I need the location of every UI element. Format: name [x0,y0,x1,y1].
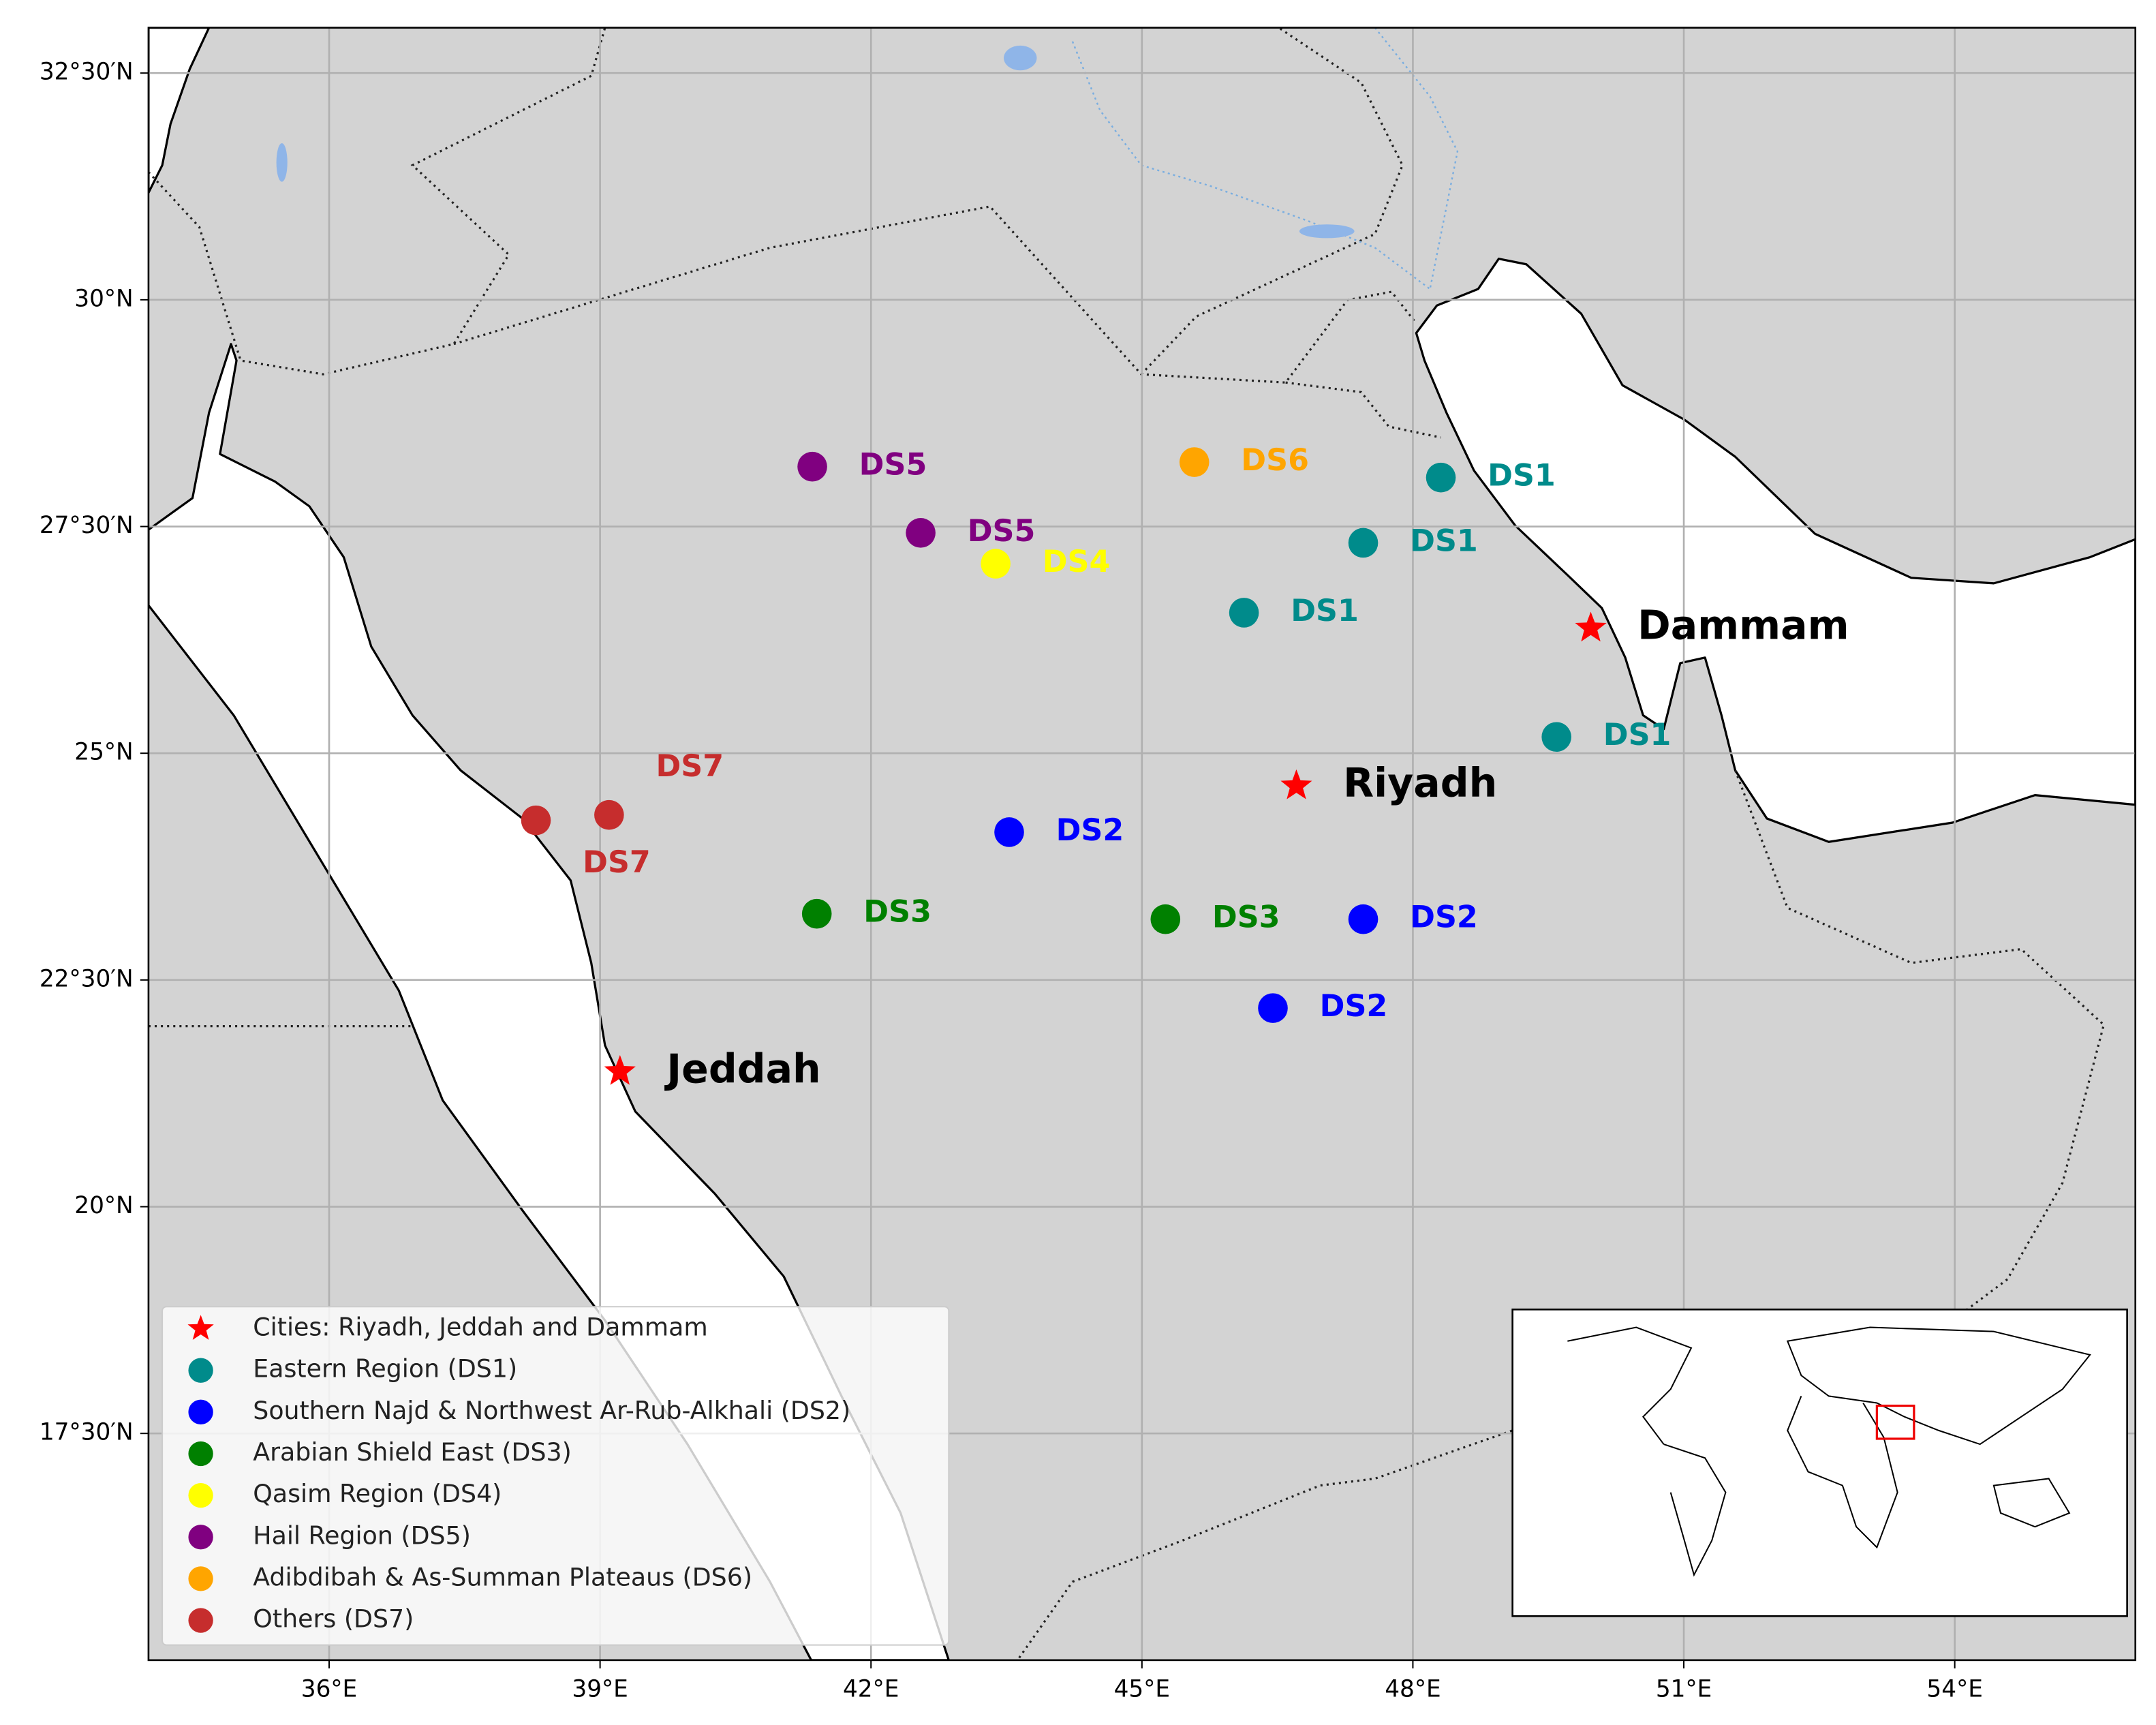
legend-label: Adibdibah & As-Summan Plateaus (DS6) [253,1562,752,1591]
site-label: DS1 [1603,718,1672,752]
legend-label: Hail Region (DS5) [253,1521,471,1550]
site-marker [188,1525,213,1550]
y-tick-label: 20°N [74,1192,133,1219]
site-marker [1348,904,1379,934]
inset-frame [1511,1308,2128,1617]
city-label: Riyadh [1343,760,1497,806]
site-marker [1258,993,1288,1023]
river [1071,41,1431,290]
site-marker [1150,904,1181,934]
site-label: DS2 [1410,900,1478,935]
site-marker [188,1358,213,1383]
site-label: DS1 [1291,594,1359,628]
site-marker [188,1566,213,1591]
site-label: DS2 [1056,813,1124,848]
site-label: DS5 [859,448,927,483]
site-marker [1179,447,1210,477]
border [1285,381,1442,439]
y-tick-label: 17°30′N [40,1419,134,1446]
site-label: DS6 [1241,443,1309,478]
legend-label: Southern Najd & Northwest Ar-Rub-Alkhali… [253,1396,850,1425]
city-marker [187,1315,214,1340]
site-marker [188,1441,213,1467]
river [1374,27,1459,290]
y-tick-label: 25°N [74,739,133,766]
y-tick-label: 27°30′N [40,512,134,539]
site-marker [188,1482,213,1508]
y-tick-label: 32°30′N [40,59,134,86]
x-tick-label: 54°E [1926,1676,1982,1703]
city-label: Jeddah [664,1045,820,1092]
inset-continents [1567,1326,2091,1577]
site-marker [188,1608,213,1633]
legend-label: Cities: Riyadh, Jeddah and Dammam [253,1313,707,1342]
x-tick-label: 51°E [1656,1676,1712,1703]
city-marker [1280,769,1312,799]
site-marker [594,799,624,830]
site-label: DS4 [1043,545,1111,579]
legend-box [161,1306,950,1646]
city-marker [604,1055,636,1085]
inset-map [1511,1308,2128,1617]
site-marker [1541,722,1571,752]
markers: Riyadh Jeddah Dammam DS1 DS1 DS1 DS1 DS2 DS2 DS2 D… [521,443,1849,1092]
site-marker [1229,598,1259,628]
site-marker [797,451,827,482]
x-tick-label: 45°E [1114,1676,1170,1703]
site-label: DS5 [968,514,1036,549]
x-tick-label: 48°E [1385,1676,1441,1703]
site-label: DS7 [583,845,651,880]
site-marker [994,817,1024,847]
site-label: DS7 [656,749,724,784]
site-marker [521,805,551,836]
lake [1299,224,1355,239]
legend-label: Eastern Region (DS1) [253,1354,517,1384]
site-marker [981,549,1011,579]
legend-label: Qasim Region (DS4) [253,1479,502,1508]
lake [276,143,288,182]
site-label: DS1 [1488,459,1556,493]
site-label: DS3 [863,895,931,930]
site-marker [1426,462,1456,493]
lake [1004,45,1037,71]
y-tick-label: 22°30′N [40,965,134,992]
legend-label: Arabian Shield East (DS3) [253,1437,572,1467]
mediterranean [148,27,211,194]
site-label: DS2 [1320,989,1388,1024]
city-label: Dammam [1637,602,1849,649]
site-marker [801,898,832,929]
legend-label: Others (DS7) [253,1604,414,1634]
site-label: DS3 [1212,900,1280,935]
x-tick-label: 39°E [572,1676,628,1703]
site-label: DS1 [1410,523,1478,558]
site-marker [188,1399,213,1424]
site-marker [906,518,936,548]
legend: Cities: Riyadh, Jeddah and Dammam Eastern… [161,1306,950,1646]
x-tick-label: 42°E [843,1676,899,1703]
border [453,205,1417,384]
site-marker [1348,528,1379,558]
city-marker [1575,611,1607,642]
inset-extent [1875,1404,1915,1440]
x-tick-label: 36°E [301,1676,357,1703]
y-tick-label: 30°N [74,285,133,312]
